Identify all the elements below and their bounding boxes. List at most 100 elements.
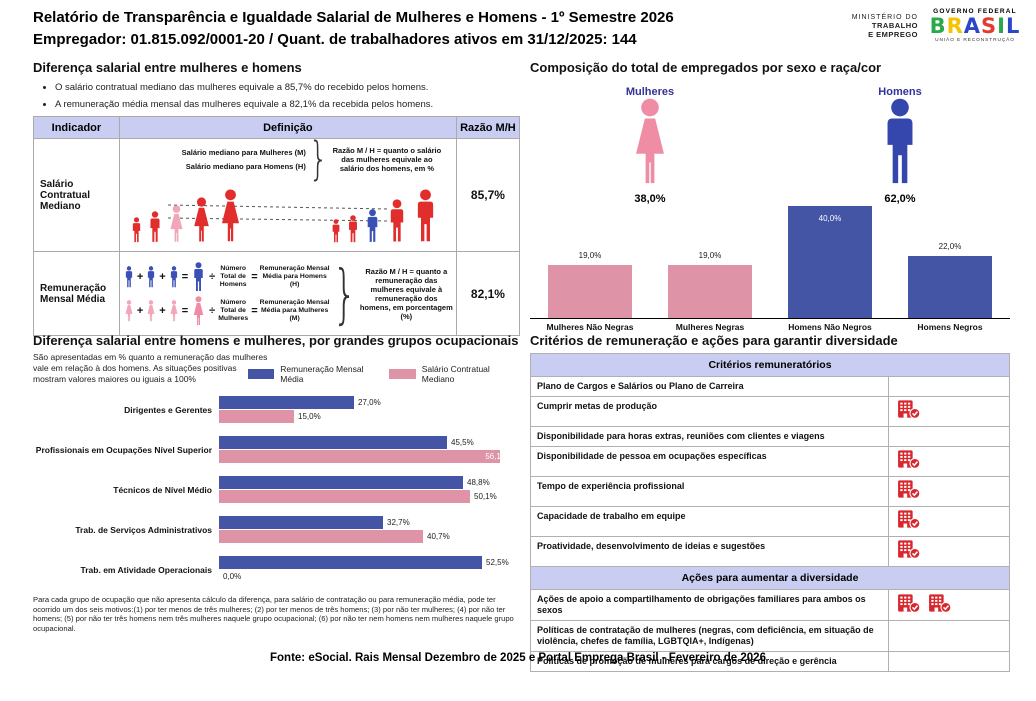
occupation-bar <box>219 476 463 489</box>
criteria-section-header: Ações para aumentar a diversidade <box>531 567 1009 590</box>
men-total-label: Número Total de Homens <box>219 264 247 288</box>
indicator-name: Salário Contratual Mediano <box>33 138 120 252</box>
col-header-razao: Razão M/H <box>455 116 521 139</box>
divide-sign: ÷ <box>209 270 216 283</box>
building-check-icon <box>897 449 921 474</box>
legend-label-remuneracao: Remuneração Mensal Média <box>280 364 364 384</box>
occupation-category-label: Trab. em Atividade Operacionais <box>80 564 212 575</box>
occupation-chart-row: Trab. de Serviços Administrativos 32,7% 40… <box>33 515 520 544</box>
building-check-icon <box>897 593 921 618</box>
plus-sign: + <box>159 270 166 283</box>
equals-sign: = <box>181 270 189 283</box>
criteria-label: Capacidade de trabalho em equipe <box>531 507 889 536</box>
ratio-definition-note: Razão M / H = quanto a remuneração das m… <box>359 266 453 321</box>
col-header-definicao: Definição <box>118 116 457 139</box>
occupation-bar-value: 52,5% <box>486 558 509 567</box>
composition-bar-value: 40,0% <box>818 214 842 223</box>
men-figure: Homens 62,0% <box>835 86 965 205</box>
occupation-bar-value: 40,7% <box>427 532 450 541</box>
ratio-definition-note: Razão M / H = quanto o salário das mulhe… <box>332 146 442 173</box>
report-subtitle: Empregador: 01.815.092/0001-20 / Quant. … <box>33 31 637 48</box>
criteria-row: Capacidade de trabalho em equipe <box>531 507 1009 537</box>
composition-category-label: Homens Negros <box>917 322 983 332</box>
criteria-label: Disponibilidade de pessoa em ocupações e… <box>531 447 889 476</box>
composition-category-label: Mulheres Negras <box>675 322 745 332</box>
section-b-title: Diferença salarial entre homens e mulher… <box>33 333 519 348</box>
occupation-bar <box>219 436 447 449</box>
criteria-row: Ações de apoio a compartilhamento de obr… <box>531 590 1009 621</box>
person-icon-group-left <box>132 189 239 243</box>
composition-chart: 19,0% Mulheres Não Negras 19,0% Mulheres Ne… <box>530 60 1010 332</box>
woman-icon <box>122 300 136 322</box>
woman-icon <box>189 296 208 326</box>
occupation-bar <box>219 530 423 543</box>
plus-sign: + <box>159 304 166 317</box>
col-header-indicador: Indicador <box>33 116 120 139</box>
median-salary-women-label: Salário mediano para Mulheres (M) <box>181 148 306 157</box>
occupation-category-label: Trab. de Serviços Administrativos <box>75 524 212 535</box>
bullet-median-salary: O salário contratual mediano das mulhere… <box>55 82 520 93</box>
report-title: Relatório de Transparência e Igualdade S… <box>33 9 674 26</box>
ministry-logo-line3: E EMPREGO <box>868 30 918 39</box>
occupation-bar-value: 0,0% <box>223 572 242 581</box>
ratio-value-median: 85,7% <box>455 138 521 252</box>
table-row-remuneracao-media: Remuneração Mensal Média + + = <box>33 251 521 336</box>
people-height-comparison-graphic <box>126 181 454 248</box>
criteria-icon-cell <box>889 621 1009 651</box>
equals-sign: = <box>181 304 189 317</box>
occupation-chart-row: Trab. em Atividade Operacionais 52,5% 0,0% <box>33 555 520 584</box>
plus-sign: + <box>136 270 144 283</box>
occupation-bar <box>219 450 500 463</box>
salary-bullets: O salário contratual mediano das mulhere… <box>55 82 520 110</box>
section-a-title: Diferença salarial entre mulheres e home… <box>33 60 302 75</box>
occupation-chart-row: Técnicos de Nível Médio 48,8% 50,1% <box>33 475 520 504</box>
criteria-icon-cell <box>889 477 1009 506</box>
composition-bar-value: 22,0% <box>938 242 962 251</box>
criteria-icon-cell <box>889 537 1009 566</box>
gov-brand-letter: A <box>963 14 982 38</box>
criteria-row: Políticas de contratação de mulheres (ne… <box>531 621 1009 652</box>
woman-icon <box>144 300 158 322</box>
occupation-bar-value: 48,8% <box>467 478 490 487</box>
criteria-label: Plano de Cargos e Salários ou Plano de C… <box>531 377 889 396</box>
composition-bar <box>908 256 992 318</box>
occupation-bar <box>219 490 470 503</box>
composition-bar <box>548 265 632 318</box>
women-average-result-label: Remuneração Mensal Média para Mulheres (… <box>259 298 330 322</box>
occupation-bar-value: 56,1% <box>485 452 508 461</box>
occupation-bar-value: 50,1% <box>474 492 497 501</box>
occupation-chart-footnote: Para cada grupo de ocupação que não apre… <box>33 595 514 633</box>
occupation-category-label: Profissionais em Ocupações Nível Superio… <box>35 444 212 455</box>
gov-brand-letter: R <box>946 14 964 38</box>
brace-decoration: } <box>308 133 328 186</box>
chart-legend: Remuneração Mensal Média Salário Contrat… <box>248 364 520 384</box>
occupation-bar-value: 32,7% <box>387 518 410 527</box>
occupation-bar <box>219 556 482 569</box>
legend-label-salario: Salário Contratual Mediano <box>421 364 490 384</box>
man-icon <box>167 266 181 288</box>
criteria-label: Disponibilidade para horas extras, reuni… <box>531 427 889 446</box>
median-salary-men-label: Salário mediano para Homens (H) <box>185 162 306 171</box>
ministry-logo-line1: MINISTÉRIO DO <box>851 14 918 21</box>
building-check-icon <box>897 479 921 504</box>
criteria-label: Tempo de experiência profissional <box>531 477 889 506</box>
composition-category-label: Homens Não Negros <box>788 322 872 332</box>
criteria-row: Políticas de promoção de mulheres para c… <box>531 652 1009 671</box>
occupation-bar-value: 45,5% <box>451 438 474 447</box>
criteria-icon-cell <box>889 427 1009 446</box>
gov-brand-letter: I <box>997 14 1006 38</box>
gov-federal-logo: GOVERNO FEDERAL BRASIL UNIÃO E RECONSTRU… <box>925 8 1025 43</box>
legend-swatch-blue <box>248 369 275 379</box>
section-salary-difference: Diferença salarial entre mulheres e home… <box>33 60 521 336</box>
man-icon <box>144 266 158 288</box>
composition-category-label: Mulheres Não Negras <box>546 322 634 332</box>
occupation-chart-subtitle: São apresentadas em % quanto a remuneraç… <box>33 352 268 384</box>
criteria-icon-cell <box>889 377 1009 396</box>
women-label: Mulheres <box>625 86 675 98</box>
men-average-formula: + + = ÷ Número Total de Homens = Remuner… <box>122 262 331 292</box>
occupation-bar <box>219 396 354 409</box>
composition-bar-value: 19,0% <box>578 251 602 260</box>
occupation-chart: Dirigentes e Gerentes 27,0% 15,0% Profissio… <box>33 395 520 584</box>
composition-bar-value: 19,0% <box>698 251 722 260</box>
